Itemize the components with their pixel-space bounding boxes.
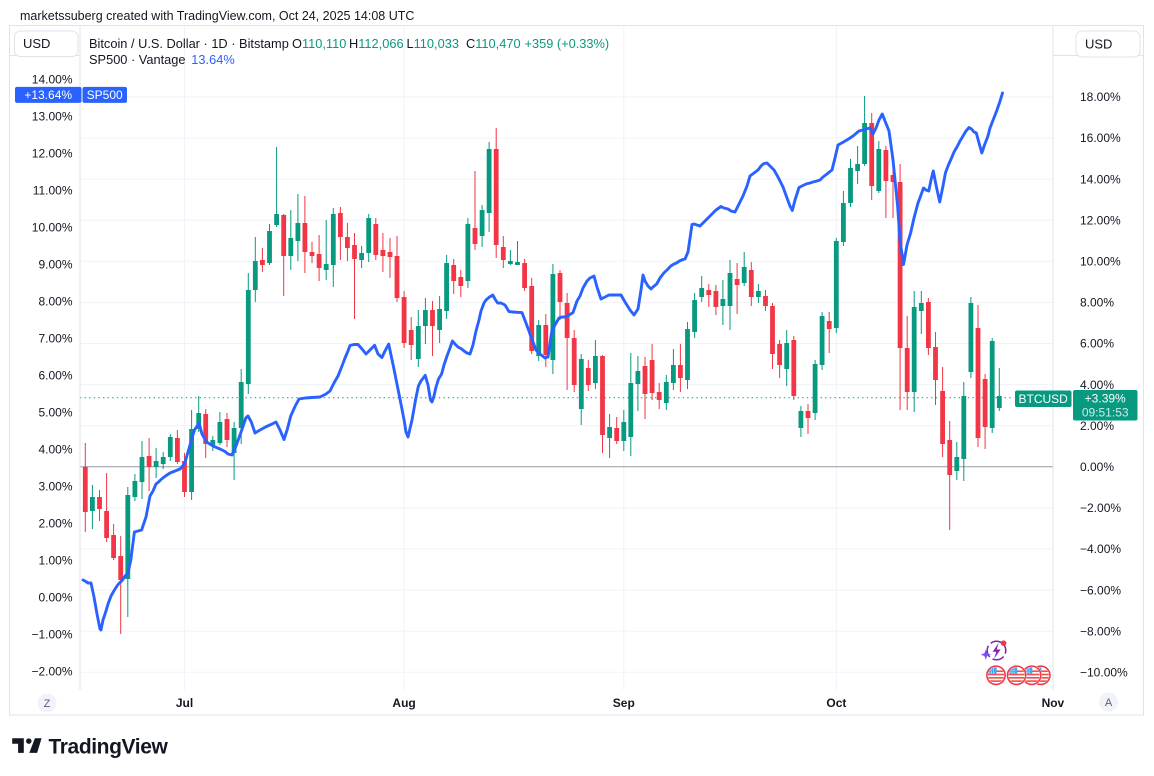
svg-text:−1.00%: −1.00% [31,628,72,642]
svg-text:+13.64%: +13.64% [24,88,72,102]
svg-text:2.00%: 2.00% [1080,419,1114,433]
svg-text:7.00%: 7.00% [38,332,72,346]
svg-text:4.00%: 4.00% [38,443,72,457]
svg-text:−10.00%: −10.00% [1080,666,1128,680]
svg-text:+3.39%: +3.39% [1085,391,1126,405]
svg-text:TradingView: TradingView [49,735,169,758]
svg-text:USD: USD [23,36,50,51]
svg-text:8.00%: 8.00% [38,295,72,309]
svg-text:1.00%: 1.00% [38,554,72,568]
svg-text:10.00%: 10.00% [32,221,73,235]
svg-text:11.00%: 11.00% [33,184,73,198]
svg-text:Jul: Jul [176,696,193,710]
svg-text:0.00%: 0.00% [1080,460,1114,474]
svg-text:−2.00%: −2.00% [31,665,72,679]
svg-text:Bitcoin / U.S. Dollar · 1D · B: Bitcoin / U.S. Dollar · 1D · Bitstamp O11… [89,36,609,51]
svg-text:14.00%: 14.00% [1080,172,1121,186]
svg-text:−4.00%: −4.00% [1080,542,1121,556]
svg-text:16.00%: 16.00% [1080,131,1121,145]
svg-text:9.00%: 9.00% [38,258,72,272]
svg-text:Nov: Nov [1042,696,1065,710]
svg-text:Oct: Oct [826,696,846,710]
svg-text:12.00%: 12.00% [32,147,73,161]
svg-text:09:51:53: 09:51:53 [1082,406,1129,420]
svg-text:0.00%: 0.00% [38,591,72,605]
svg-text:5.00%: 5.00% [38,406,72,420]
svg-text:Sep: Sep [613,696,635,710]
svg-text:4.00%: 4.00% [1080,378,1114,392]
svg-text:2.00%: 2.00% [38,517,72,531]
svg-text:12.00%: 12.00% [1080,213,1121,227]
svg-text:USD: USD [1085,37,1112,52]
svg-text:A: A [1105,697,1113,709]
svg-text:Aug: Aug [392,696,415,710]
svg-text:13.00%: 13.00% [32,110,73,124]
svg-text:−2.00%: −2.00% [1080,501,1121,515]
svg-text:14.00%: 14.00% [32,73,73,87]
svg-text:−8.00%: −8.00% [1080,624,1121,638]
svg-text:marketssuberg created with Tra: marketssuberg created with TradingView.c… [20,9,414,23]
svg-text:8.00%: 8.00% [1080,296,1114,310]
svg-text:3.00%: 3.00% [38,480,72,494]
svg-text:10.00%: 10.00% [1080,255,1121,269]
svg-text:6.00%: 6.00% [38,369,72,383]
svg-text:6.00%: 6.00% [1080,337,1114,351]
svg-text:SP500: SP500 [87,88,123,102]
svg-text:Z: Z [44,698,51,710]
svg-text:18.00%: 18.00% [1080,90,1121,104]
svg-text:−6.00%: −6.00% [1080,583,1121,597]
svg-text:BTCUSD: BTCUSD [1019,392,1069,406]
